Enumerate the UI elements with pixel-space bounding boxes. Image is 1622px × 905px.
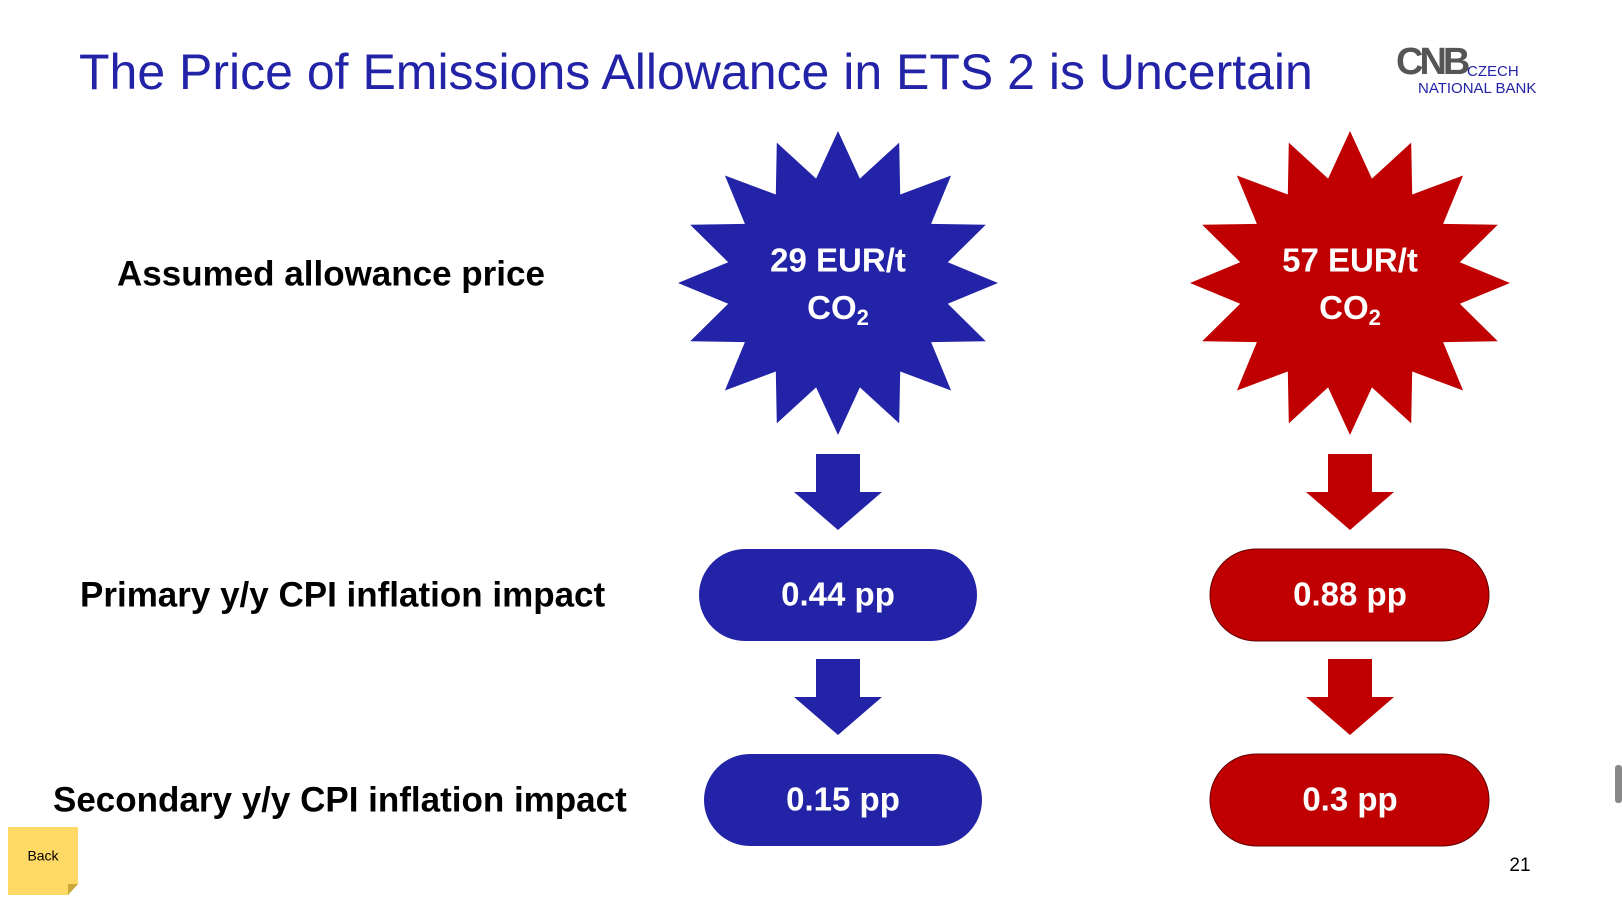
secondary-value: 0.15 pp — [786, 781, 900, 818]
row-label: Assumed allowance price — [117, 254, 545, 293]
logo-line: CZECH — [1467, 63, 1519, 80]
slide-title: The Price of Emissions Allowance in ETS … — [79, 44, 1313, 100]
price-label: 29 EUR/t — [770, 242, 906, 279]
pill — [699, 549, 977, 641]
arrow — [794, 454, 882, 530]
arrow — [794, 659, 882, 735]
unit-label: CO2 — [807, 289, 869, 330]
logo: CNB CZECH NATIONAL BANK — [1396, 41, 1536, 97]
starburst — [678, 131, 998, 435]
primary-value: 0.88 pp — [1293, 576, 1407, 613]
secondary-value: 0.3 pp — [1302, 781, 1397, 818]
sticky-note[interactable] — [8, 827, 78, 895]
primary-value: 0.44 pp — [781, 576, 895, 613]
back-button[interactable]: Back — [8, 827, 78, 895]
logo-mark: CNB — [1396, 41, 1469, 83]
pill — [1209, 548, 1490, 642]
price-label: 57 EUR/t — [1282, 242, 1418, 279]
pill — [1209, 753, 1490, 847]
arrow — [1306, 659, 1394, 735]
row-label: Secondary y/y CPI inflation impact — [53, 780, 627, 819]
starburst — [1190, 131, 1510, 435]
page-number: 21 — [1509, 855, 1530, 876]
arrow — [1306, 454, 1394, 530]
unit-label: CO2 — [1319, 289, 1381, 330]
back-label[interactable]: Back — [27, 848, 59, 864]
logo-line: NATIONAL BANK — [1418, 80, 1536, 97]
pill — [704, 754, 982, 846]
scrollbar[interactable] — [1615, 765, 1622, 803]
row-label: Primary y/y CPI inflation impact — [80, 575, 605, 614]
sticky-fold — [68, 884, 78, 895]
